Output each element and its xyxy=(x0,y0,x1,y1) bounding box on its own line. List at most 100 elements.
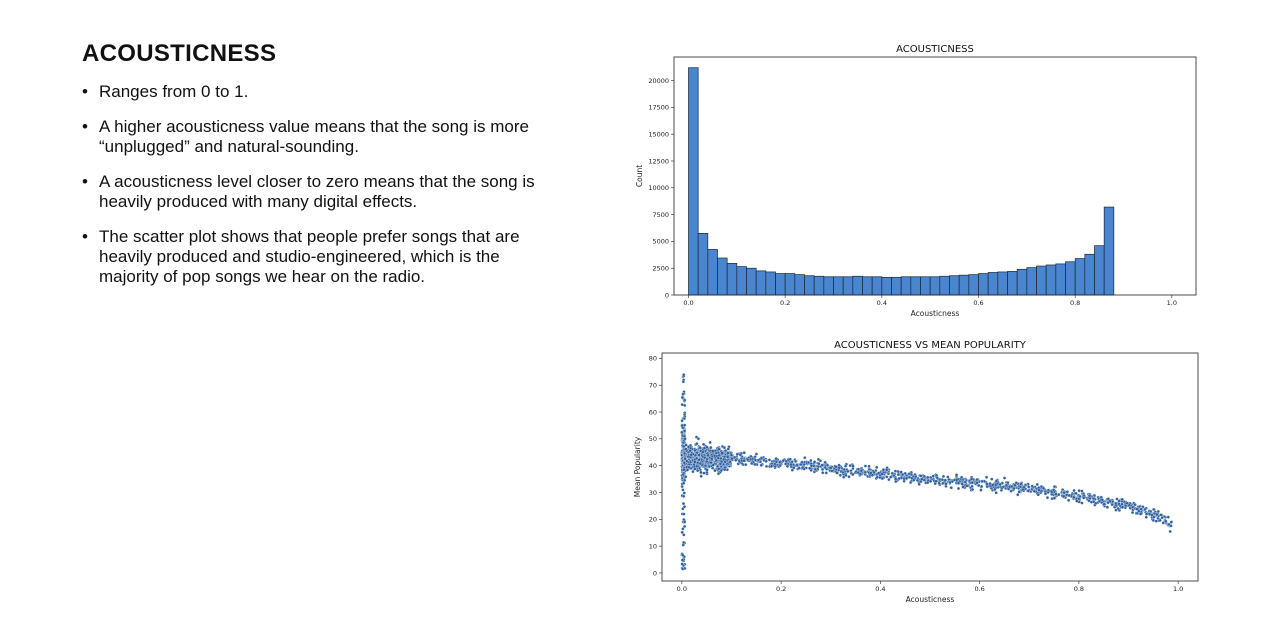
scatter-point xyxy=(1152,507,1156,512)
scatter-point xyxy=(742,451,746,455)
acousticness-histogram: ACOUSTICNESS 0.0 0.2 0.4 0.6 0.8 1.0 0 2500 5000 7… xyxy=(635,44,1197,318)
scatter-point xyxy=(764,459,768,463)
scatter-point xyxy=(975,481,979,485)
scatter-point xyxy=(695,468,700,473)
scatter-point xyxy=(1130,510,1135,515)
scatter-point xyxy=(889,475,893,479)
scatter-point xyxy=(682,429,687,433)
x-tick-label: 0.4 xyxy=(875,585,885,593)
scatter-point xyxy=(821,471,825,475)
y-tick-label: 17500 xyxy=(648,104,669,112)
histogram-bar xyxy=(900,276,912,296)
x-tick-label: 1.0 xyxy=(1173,585,1183,593)
scatter-point xyxy=(881,468,886,472)
scatter-point xyxy=(843,464,848,468)
scatter-point xyxy=(769,464,774,468)
scatter-point xyxy=(742,459,746,463)
scatter-point xyxy=(890,471,894,475)
scatter-point xyxy=(970,487,975,492)
scatter-point xyxy=(682,412,687,417)
scatter-point xyxy=(693,460,697,464)
scatter-point xyxy=(1009,489,1013,493)
scatter-point xyxy=(1117,499,1121,503)
scatter-point xyxy=(809,458,813,463)
histogram-bar xyxy=(755,270,767,296)
histogram-bar xyxy=(804,275,815,296)
scatter-point xyxy=(730,456,734,461)
scatter-point xyxy=(908,480,913,485)
scatter-point xyxy=(846,469,850,474)
scatter-point xyxy=(1018,485,1023,489)
scatter-point xyxy=(681,540,686,545)
scatter-point xyxy=(688,449,692,453)
scatter-point xyxy=(1138,512,1143,516)
scatter-point xyxy=(697,458,701,462)
bullet-item: A higher acousticness value means that t… xyxy=(82,117,562,157)
histogram-bar xyxy=(813,275,825,296)
y-axis-label: Mean Popularity xyxy=(633,436,642,497)
scatter-point xyxy=(1125,501,1129,505)
scatter-point xyxy=(1100,498,1104,502)
scatter-point xyxy=(928,479,933,484)
scatter-point xyxy=(1144,515,1148,519)
scatter-point xyxy=(1166,515,1170,519)
scatter-point xyxy=(1110,502,1114,507)
x-tick-label: 0.6 xyxy=(973,299,983,307)
scatter-point xyxy=(847,475,851,479)
scatter-point xyxy=(685,459,689,463)
scatter-point xyxy=(696,437,701,441)
scatter-point xyxy=(934,473,939,478)
scatter-point xyxy=(851,464,855,468)
scatter-point xyxy=(687,465,691,469)
scatter-point xyxy=(1026,489,1030,493)
scatter-point xyxy=(790,460,794,464)
scatter-point xyxy=(1035,482,1039,487)
scatter-point xyxy=(693,448,697,453)
scatter-point xyxy=(683,398,687,402)
scatter-point xyxy=(940,478,945,482)
scatter-point xyxy=(719,468,723,473)
scatter-point xyxy=(702,471,706,475)
y-tick-label: 80 xyxy=(649,355,657,363)
y-axis-label: Count xyxy=(635,165,644,187)
histogram-bar xyxy=(1074,258,1086,296)
scatter-point xyxy=(970,484,974,488)
histogram-bar xyxy=(958,274,970,296)
scatter-point xyxy=(937,481,941,485)
scatter-point xyxy=(1167,522,1171,527)
scatter-point xyxy=(790,468,794,472)
scatter-point xyxy=(728,460,732,464)
scatter-point xyxy=(705,459,709,464)
scatter-point xyxy=(707,464,711,469)
scatter-point xyxy=(896,472,900,477)
scatter-point xyxy=(1164,519,1168,523)
scatter-point xyxy=(778,460,782,464)
scatter-point xyxy=(681,527,685,531)
scatter-point xyxy=(920,477,924,481)
histogram-bar xyxy=(833,276,844,296)
scatter-point xyxy=(714,458,718,462)
scatter-point xyxy=(682,451,687,455)
scatter-point xyxy=(1117,502,1121,506)
scatter-point xyxy=(875,475,879,479)
y-tick-label: 0 xyxy=(665,291,669,299)
scatter-point xyxy=(859,469,863,473)
scatter-point xyxy=(928,475,933,480)
x-axis-label: Acousticness xyxy=(906,595,955,604)
scatter-point xyxy=(785,464,790,468)
scatter-point xyxy=(1010,484,1014,489)
scatter-point xyxy=(1080,501,1084,505)
plot-frame xyxy=(673,56,1197,296)
scatter-point xyxy=(683,437,687,441)
scatter-point xyxy=(1106,497,1110,501)
scatter-point xyxy=(723,467,727,472)
scatter-point xyxy=(735,452,739,456)
scatter-point xyxy=(851,472,855,477)
scatter-point xyxy=(1135,507,1139,511)
scatter-point xyxy=(993,487,997,491)
histogram-bar xyxy=(939,275,950,296)
scatter-point xyxy=(734,458,738,462)
scatter-point xyxy=(856,467,861,471)
scatter-point xyxy=(863,464,868,468)
histogram-bar xyxy=(920,276,931,296)
